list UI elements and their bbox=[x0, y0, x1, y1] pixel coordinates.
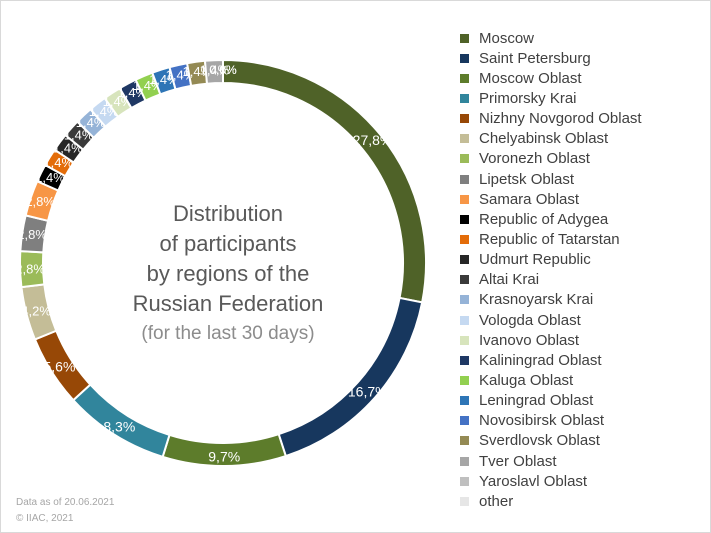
legend-item-vologda-oblast: Vologda Oblast bbox=[460, 310, 642, 330]
legend-label: Kaluga Oblast bbox=[479, 371, 574, 389]
legend-label: Saint Petersburg bbox=[479, 49, 591, 67]
data-label-republic-of-tatarstan: 1,4% bbox=[43, 155, 73, 170]
chart-title-line-3: by regions of the bbox=[146, 261, 310, 286]
legend-item-moscow-oblast: Moscow Oblast bbox=[460, 68, 642, 88]
legend-swatch bbox=[460, 33, 469, 43]
data-label-tver-oblast: 1,4% bbox=[200, 63, 230, 78]
legend-item-other: other bbox=[460, 491, 642, 511]
chart-title-line-2: of participants bbox=[159, 231, 297, 256]
legend-swatch bbox=[460, 255, 469, 265]
legend-item-altai-krai: Altai Krai bbox=[460, 270, 642, 290]
legend-label: Republic of Adygea bbox=[479, 210, 609, 228]
legend-label: Novosibirsk Oblast bbox=[479, 412, 605, 430]
legend-label: Republic of Tatarstan bbox=[479, 230, 620, 248]
copyright-note: © IIAC, 2021 bbox=[16, 513, 74, 524]
legend-item-samara-oblast: Samara Oblast bbox=[460, 189, 642, 209]
data-label-chelyabinsk-oblast: 4,2% bbox=[21, 304, 51, 319]
legend-item-krasnoyarsk-krai: Krasnoyarsk Krai bbox=[460, 290, 642, 310]
legend-item-lipetsk-oblast: Lipetsk Oblast bbox=[460, 169, 642, 189]
legend-swatch bbox=[460, 456, 469, 466]
legend-swatch bbox=[460, 234, 469, 244]
legend-label: Lipetsk Oblast bbox=[479, 170, 575, 188]
legend-label: Moscow bbox=[479, 29, 535, 47]
data-label-samara-oblast: 2,8% bbox=[25, 194, 55, 209]
legend-swatch bbox=[460, 114, 469, 124]
legend-swatch bbox=[460, 174, 469, 184]
legend-swatch bbox=[460, 295, 469, 305]
legend-label: Leningrad Oblast bbox=[479, 392, 594, 410]
legend-label: Kaliningrad Oblast bbox=[479, 351, 602, 369]
data-label-republic-of-adygea: 1,4% bbox=[35, 170, 65, 185]
legend-item-kaluga-oblast: Kaluga Oblast bbox=[460, 370, 642, 390]
slice-tver-oblast bbox=[203, 58, 224, 85]
legend-item-sverdlovsk-oblast: Sverdlovsk Oblast bbox=[460, 431, 642, 451]
legend-item-tver-oblast: Tver Oblast bbox=[460, 451, 642, 471]
legend-swatch bbox=[460, 355, 469, 365]
legend-item-saint-petersburg: Saint Petersburg bbox=[460, 48, 642, 68]
legend-label: Samara Oblast bbox=[479, 190, 580, 208]
legend-swatch bbox=[460, 93, 469, 103]
chart-subtitle: (for the last 30 days) bbox=[141, 323, 315, 344]
legend: Moscow Saint Petersburg Moscow Oblast Primo… bbox=[460, 28, 642, 511]
legend-label: Udmurt Republic bbox=[479, 251, 591, 269]
legend-label: Altai Krai bbox=[479, 271, 540, 289]
data-label-other: 0,0% bbox=[209, 63, 237, 77]
legend-item-leningrad-oblast: Leningrad Oblast bbox=[460, 391, 642, 411]
legend-item-moscow: Moscow bbox=[460, 28, 642, 48]
data-label-lipetsk-oblast: 2,8% bbox=[17, 227, 47, 242]
legend-swatch bbox=[460, 496, 469, 506]
data-label-yaroslavl-oblast: 0,0% bbox=[209, 63, 237, 77]
chart-title: Distribution of participants by regions … bbox=[93, 199, 363, 349]
chart-title-line-1: Distribution bbox=[172, 201, 284, 226]
legend-item-nizhny-novgorod-oblast: Nizhny Novgorod Oblast bbox=[460, 109, 642, 129]
legend-item-voronezh-oblast: Voronezh Oblast bbox=[460, 149, 642, 169]
footnote: Data as of 20.06.2021 © IIAC, 2021 bbox=[16, 495, 114, 527]
legend-swatch bbox=[460, 154, 469, 164]
data-label-saint-petersburg: 16,7% bbox=[348, 383, 388, 399]
legend-swatch bbox=[460, 335, 469, 345]
legend-item-primorsky-krai: Primorsky Krai bbox=[460, 88, 642, 108]
legend-item-kaliningrad-oblast: Kaliningrad Oblast bbox=[460, 350, 642, 370]
legend-label: Yaroslavl Oblast bbox=[479, 472, 588, 490]
legend-item-udmurt-republic: Udmurt Republic bbox=[460, 250, 642, 270]
legend-swatch bbox=[460, 315, 469, 325]
legend-label: Primorsky Krai bbox=[479, 89, 577, 107]
legend-label: Krasnoyarsk Krai bbox=[479, 291, 594, 309]
legend-label: Tver Oblast bbox=[479, 452, 557, 470]
legend-swatch bbox=[460, 53, 469, 63]
legend-item-republic-of-tatarstan: Republic of Tatarstan bbox=[460, 229, 642, 249]
legend-item-chelyabinsk-oblast: Chelyabinsk Oblast bbox=[460, 129, 642, 149]
legend-swatch bbox=[460, 416, 469, 426]
legend-label: Sverdlovsk Oblast bbox=[479, 432, 600, 450]
data-label-voronezh-oblast: 2,8% bbox=[15, 261, 45, 276]
legend-label: Voronezh Oblast bbox=[479, 150, 590, 168]
legend-label: Vologda Oblast bbox=[479, 311, 581, 329]
legend-swatch bbox=[460, 214, 469, 224]
data-date-note: Data as of 20.06.2021 bbox=[16, 497, 115, 508]
legend-swatch bbox=[460, 134, 469, 144]
data-label-moscow-oblast: 9,7% bbox=[208, 448, 240, 464]
legend-swatch bbox=[460, 194, 469, 204]
legend-item-novosibirsk-oblast: Novosibirsk Oblast bbox=[460, 411, 642, 431]
data-label-moscow: 27,8% bbox=[353, 132, 393, 148]
legend-item-yaroslavl-oblast: Yaroslavl Oblast bbox=[460, 471, 642, 491]
data-label-primorsky-krai: 8,3% bbox=[103, 418, 135, 434]
legend-swatch bbox=[460, 275, 469, 285]
legend-label: Chelyabinsk Oblast bbox=[479, 130, 609, 148]
legend-label: Ivanovo Oblast bbox=[479, 331, 580, 349]
legend-swatch bbox=[460, 436, 469, 446]
legend-item-ivanovo-oblast: Ivanovo Oblast bbox=[460, 330, 642, 350]
legend-label: Moscow Oblast bbox=[479, 69, 582, 87]
legend-swatch bbox=[460, 73, 469, 83]
legend-label: other bbox=[479, 492, 514, 510]
data-label-nizhny-novgorod-oblast: 5,6% bbox=[43, 358, 75, 374]
legend-label: Nizhny Novgorod Oblast bbox=[479, 110, 642, 128]
chart-title-line-4: Russian Federation bbox=[132, 291, 324, 316]
legend-swatch bbox=[460, 476, 469, 486]
legend-swatch bbox=[460, 396, 469, 406]
legend-item-republic-of-adygea: Republic of Adygea bbox=[460, 209, 642, 229]
legend-swatch bbox=[460, 375, 469, 385]
